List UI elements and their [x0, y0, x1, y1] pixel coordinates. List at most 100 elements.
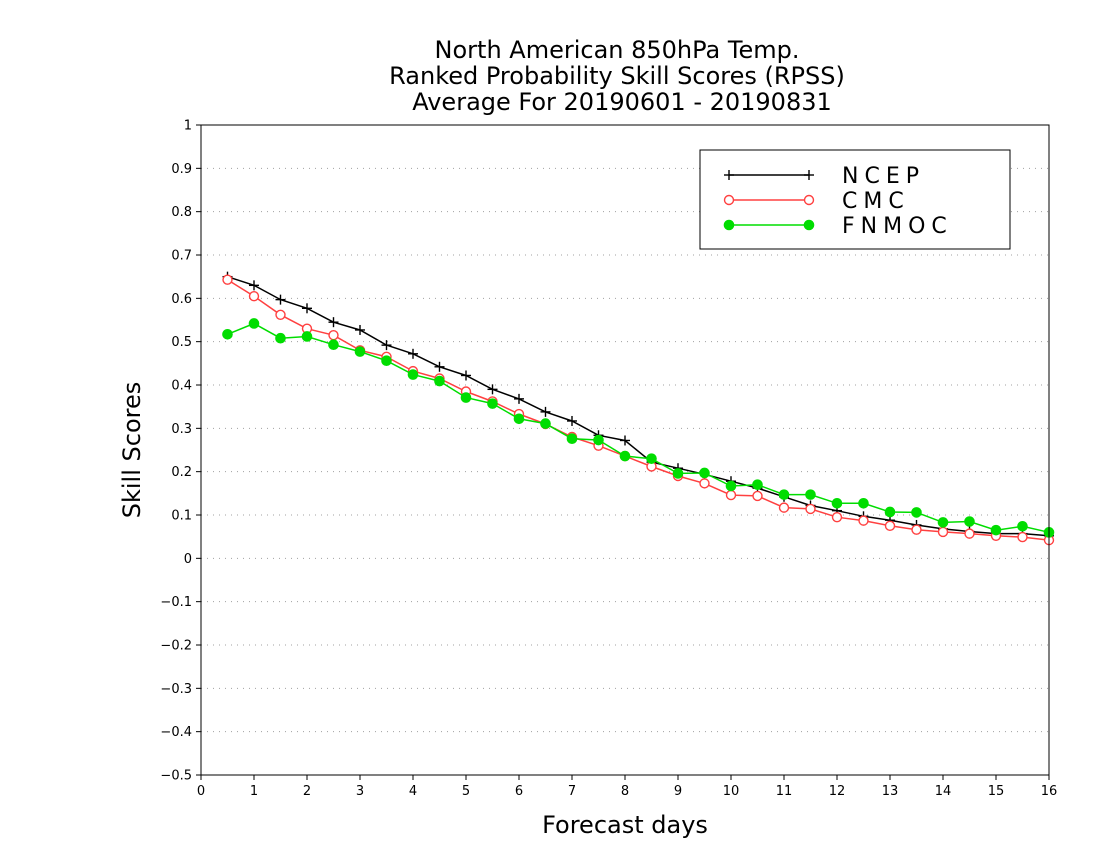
y-tick-label: 0.6 — [171, 292, 192, 307]
plot-frame — [200, 124, 1050, 776]
x-tick-label: 9 — [674, 784, 682, 799]
data-point-fnmoc — [831, 498, 843, 509]
data-point-fnmoc — [301, 331, 313, 342]
legend-label-ncep: NCEP — [842, 164, 925, 189]
x-tick-label: 10 — [723, 784, 740, 799]
y-tick-label: 0 — [184, 552, 192, 567]
data-point-ncep — [567, 415, 577, 426]
data-point-fnmoc — [566, 433, 578, 445]
y-tick-label: 0.2 — [171, 465, 192, 480]
data-point-fnmoc — [593, 434, 604, 446]
data-point-fnmoc — [699, 467, 710, 479]
y-tick-label: −0.4 — [160, 725, 192, 740]
data-point-fnmoc — [248, 318, 260, 329]
axes: −0.5 −0.4 −0.3 −0.2 −0.1 0 0.1 0.2 0.3 0.4 0.5 0.6 0… — [160, 119, 1057, 800]
y-tick-label: 0.3 — [171, 422, 192, 437]
data-point-fnmoc — [672, 468, 684, 479]
legend-marker-ncep — [724, 170, 734, 180]
data-point-fnmoc — [354, 346, 366, 357]
data-point-fnmoc — [937, 517, 949, 528]
x-tick-label: 2 — [303, 784, 311, 799]
chart-title: North American 850hPa Temp. Ranked Proba… — [389, 36, 845, 116]
y-axis-title: Skill Scores — [118, 382, 146, 519]
data-point-ncep — [461, 370, 471, 381]
legend-item-cmc: CMC — [723, 189, 910, 214]
data-series — [222, 271, 1055, 546]
data-point-fnmoc — [778, 489, 790, 500]
data-point-fnmoc — [964, 516, 975, 527]
data-point-ncep — [275, 294, 286, 305]
data-point-cmc — [222, 274, 233, 285]
gridlines — [201, 167, 1049, 733]
legend-item-fnmoc: FNMOC — [723, 214, 953, 239]
data-point-fnmoc — [434, 375, 445, 387]
data-point-cmc — [805, 503, 816, 515]
x-tick-label: 8 — [621, 784, 629, 799]
data-point-fnmoc — [858, 498, 869, 509]
data-point-fnmoc — [911, 507, 922, 518]
data-point-fnmoc — [1017, 520, 1028, 532]
x-tick-label: 11 — [776, 784, 793, 799]
series-line-ncep — [227, 275, 1050, 537]
data-point-fnmoc — [381, 355, 392, 367]
x-tick-label: 0 — [197, 784, 205, 799]
data-point-cmc — [328, 329, 339, 341]
data-point-fnmoc — [805, 489, 816, 500]
y-tick-label: 0.5 — [171, 335, 192, 350]
y-tick-label: 0.4 — [171, 379, 192, 394]
x-tick-label: 13 — [882, 784, 899, 799]
data-point-ncep — [408, 348, 418, 359]
data-point-cmc — [964, 528, 975, 539]
data-point-ncep — [355, 324, 365, 335]
series-line-fnmoc — [227, 322, 1050, 534]
y-tick-label: 0.9 — [171, 162, 192, 177]
data-point-fnmoc — [646, 453, 657, 464]
data-point-ncep — [249, 280, 259, 291]
legend-label-cmc: CMC — [842, 189, 910, 214]
data-point-ncep — [540, 406, 551, 417]
legend-marker-cmc — [723, 194, 735, 206]
data-point-ncep — [514, 393, 524, 404]
data-point-fnmoc — [460, 392, 472, 403]
data-point-fnmoc — [540, 418, 551, 429]
x-tick-label: 1 — [250, 784, 258, 799]
y-tick-label: −0.1 — [160, 595, 192, 610]
x-tick-label: 14 — [935, 784, 952, 799]
x-tick-label: 12 — [829, 784, 846, 799]
data-point-ncep — [434, 361, 445, 372]
data-point-ncep — [381, 340, 392, 351]
data-point-cmc — [937, 526, 949, 538]
data-point-fnmoc — [222, 329, 233, 340]
data-point-fnmoc — [752, 479, 763, 490]
data-point-cmc — [725, 489, 737, 501]
chart-title-line-2: Ranked Probability Skill Scores (RPSS) — [389, 62, 845, 90]
data-point-fnmoc — [725, 480, 737, 492]
data-point-fnmoc — [990, 524, 1002, 536]
y-tick-label: 0.8 — [171, 205, 192, 220]
chart-title-line-3: Average For 20190601 - 20190831 — [412, 88, 832, 116]
x-tick-label: 3 — [356, 784, 364, 799]
data-point-fnmoc — [328, 339, 339, 351]
legend-marker-fnmoc — [803, 219, 815, 231]
legend-marker-fnmoc — [723, 219, 735, 231]
data-point-ncep — [487, 384, 498, 395]
data-point-cmc — [778, 502, 790, 513]
y-tick-label: −0.2 — [160, 639, 192, 654]
x-axis-title: Forecast days — [542, 811, 708, 839]
data-point-cmc — [699, 478, 710, 489]
chart-title-line-1: North American 850hPa Temp. — [435, 36, 800, 64]
x-tick-label: 16 — [1041, 784, 1058, 799]
data-point-fnmoc — [487, 398, 498, 409]
series-line-cmc — [227, 279, 1050, 541]
data-point-ncep — [328, 317, 339, 328]
series-fnmoc — [222, 318, 1055, 538]
x-tick-label: 6 — [515, 784, 523, 799]
data-point-ncep — [620, 435, 630, 446]
legend-item-ncep: NCEP — [724, 164, 925, 189]
series-ncep — [222, 271, 1054, 541]
data-point-fnmoc — [884, 506, 896, 518]
legend-label-fnmoc: FNMOC — [842, 214, 953, 239]
legend-marker-cmc — [803, 194, 815, 206]
